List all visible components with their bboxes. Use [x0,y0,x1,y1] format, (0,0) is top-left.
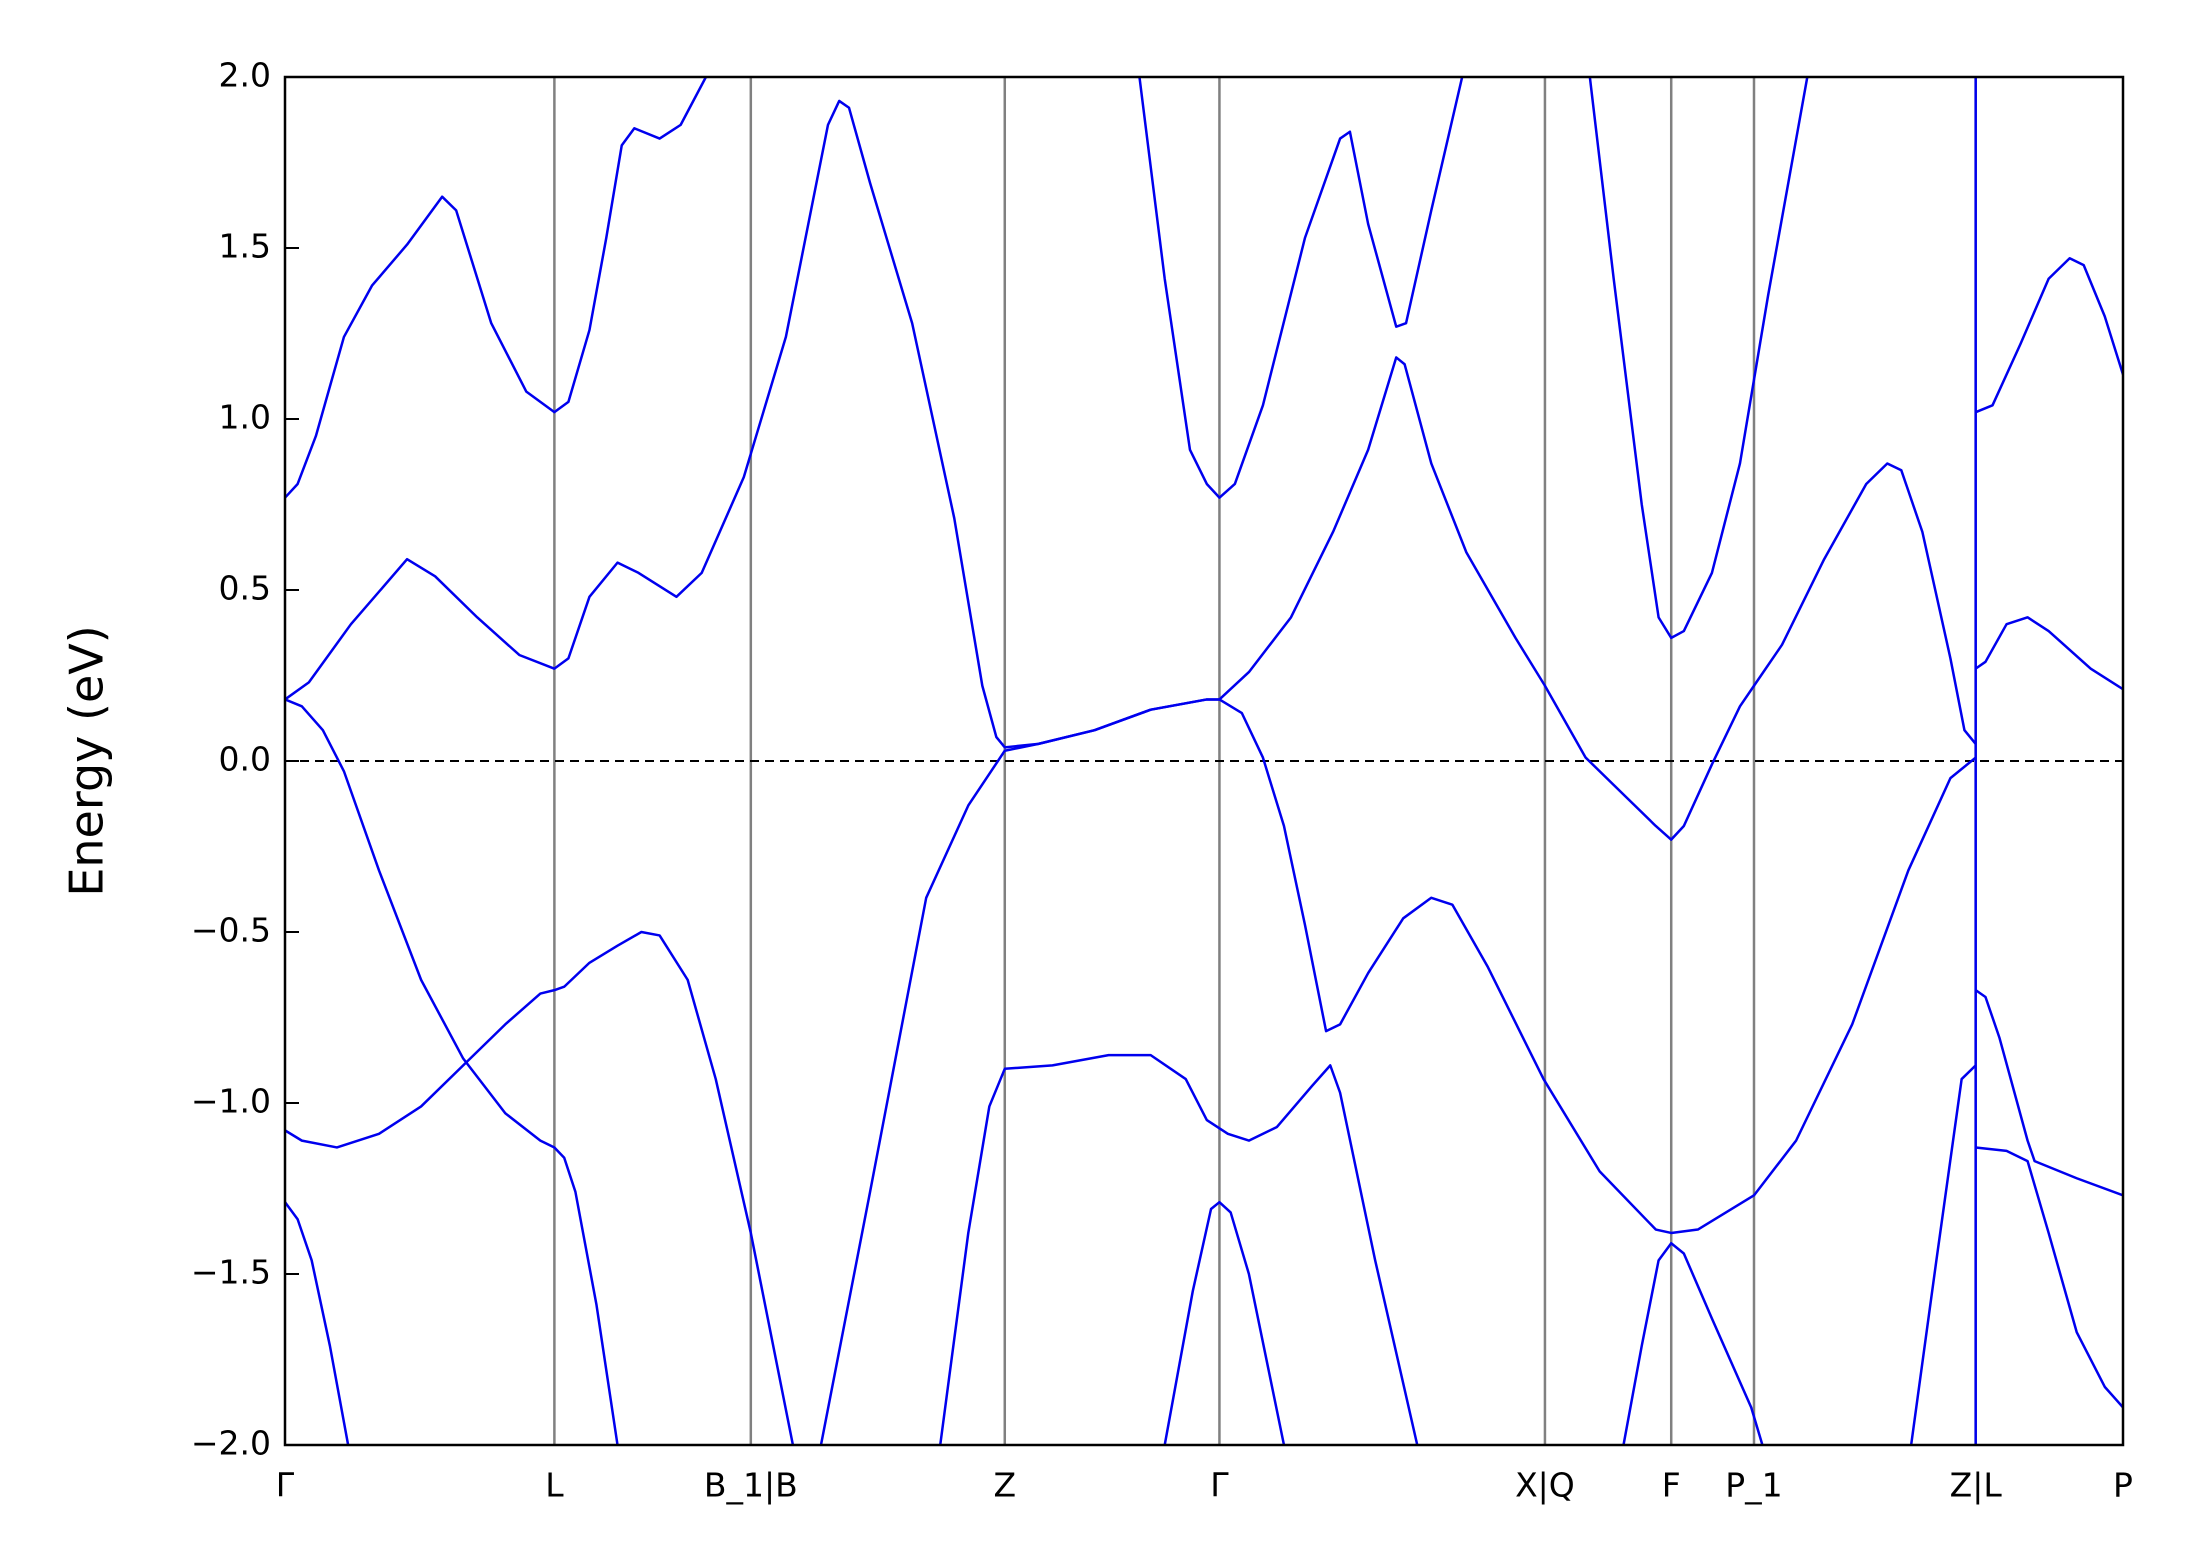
band-line [819,698,1977,1445]
y-tick-label: −1.5 [191,1253,271,1292]
x-tick-label: Z|L [1950,1466,2003,1505]
x-tick-label: X|Q [1515,1466,1575,1505]
y-tick-label: 1.5 [219,227,271,266]
y-tick-label: 0.0 [219,740,271,779]
band-line [285,1201,350,1445]
band-line [1974,989,2123,1197]
x-tick-label: Z [993,1466,1016,1505]
band-line [938,1053,1419,1445]
bands [285,77,2123,1445]
band-line [1163,1200,1286,1445]
band-line [1909,1064,1977,1445]
band-line [1138,77,1464,499]
band-line [1975,1146,2123,1409]
x-tick-label: Γ [1210,1466,1229,1505]
x-tick-label: Γ [276,1466,295,1505]
band-line [285,698,619,1445]
band-line [285,99,1977,841]
x-tick-label: P [2113,1466,2133,1505]
y-tick-label: 2.0 [219,56,271,95]
y-tick-label: −2.0 [191,1424,271,1463]
y-tick-label: −1.0 [191,1082,271,1121]
x-tick-label: B_1|B [704,1466,798,1505]
x-tick-label: P_1 [1725,1466,1782,1505]
band-line [1588,77,1809,640]
band-line [285,77,708,499]
band-line [1974,616,2123,691]
x-tick-label: F [1662,1466,1681,1505]
y-tick-label: 0.5 [219,569,271,608]
y-tick-label: −0.5 [191,911,271,950]
band-line [1622,1241,1764,1445]
band-line [285,930,795,1445]
y-axis-label: Energy (eV) [60,625,114,896]
band-line [1975,257,2123,414]
x-tick-label: L [545,1466,564,1505]
plot-frame [283,75,2125,1447]
y-tick-label: 1.0 [219,398,271,437]
